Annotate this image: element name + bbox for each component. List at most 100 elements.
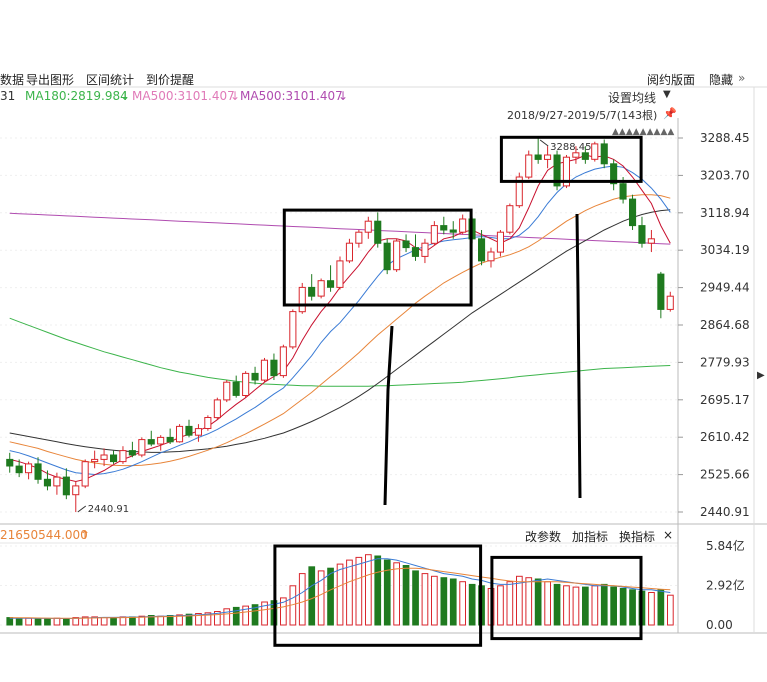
volume-bar: [91, 616, 99, 626]
volume-bar: [421, 573, 429, 626]
volume-bar: [232, 606, 240, 626]
toolbar-item-price-alert[interactable]: 到价提醒: [146, 73, 195, 87]
ma500-label: MA500:3101.407: [132, 89, 235, 103]
candle-body: [478, 238, 486, 262]
annotation-box: [273, 544, 483, 647]
volume-bar: [534, 578, 542, 626]
candle-body: [242, 372, 250, 396]
volume-bar: [431, 575, 438, 626]
volume-bar: [147, 615, 155, 626]
double-chevron-right-icon[interactable]: »: [738, 71, 746, 85]
price-tick-label: 2949.44: [700, 281, 750, 295]
price-tick-label: 3203.70: [700, 168, 750, 182]
arrow-down-icon: ↓: [338, 89, 349, 103]
set-ma-button[interactable]: 设置均线: [608, 91, 657, 105]
volume-bar: [176, 614, 183, 626]
price-tick-label: 3118.94: [700, 206, 750, 220]
candle-body: [562, 156, 571, 187]
candle-body: [308, 286, 316, 297]
candle-body: [43, 478, 52, 487]
volume-bar: [53, 617, 61, 626]
price-tick-label: 3034.19: [700, 243, 750, 257]
high-price-label: 3288.45: [550, 142, 591, 153]
volume-bar: [667, 594, 674, 626]
switch-indicator-button[interactable]: 换指标: [619, 530, 656, 544]
volume-bar: [544, 581, 551, 626]
candle-body: [440, 225, 448, 231]
chevron-down-icon[interactable]: ▼: [663, 89, 671, 100]
volume-bar: [459, 581, 466, 626]
price-tick-label: 2864.68: [700, 318, 750, 332]
volume-bar: [81, 616, 89, 626]
candle-body: [525, 154, 533, 178]
change-params-button[interactable]: 改参数: [525, 530, 562, 544]
candle-body: [317, 280, 325, 297]
volume-bar: [317, 570, 325, 626]
candle-body: [393, 240, 401, 271]
add-indicator-button[interactable]: 加指标: [572, 530, 609, 544]
candle-body: [647, 238, 655, 244]
volume-tick-label: 2.92亿: [706, 578, 745, 593]
candle-body: [72, 485, 80, 496]
candle-body: [515, 176, 523, 207]
volume-bar: [629, 589, 636, 626]
close-icon[interactable]: ×: [663, 528, 674, 542]
low-pointer: [77, 505, 87, 513]
volume-bar: [110, 617, 117, 626]
price-tick-label: 2525.66: [700, 468, 750, 482]
candle-body: [279, 346, 287, 377]
candle-body: [534, 154, 542, 160]
volume-bar: [468, 583, 476, 626]
candle-body: [289, 311, 297, 348]
arrow-down-icon: ↓: [230, 89, 241, 103]
volume-tick-label: 0.00: [706, 618, 733, 632]
toolbar-item-layout[interactable]: 阅约版面: [647, 73, 696, 87]
annotation-box: [499, 135, 643, 183]
candle-body: [572, 152, 580, 158]
candle-body: [383, 242, 391, 271]
candle-body: [298, 286, 306, 313]
candle-body: [34, 463, 42, 480]
volume-bar: [25, 617, 32, 626]
candle-body: [176, 425, 184, 443]
toolbar-item-export[interactable]: 导出图形: [26, 73, 75, 87]
candle-body: [138, 439, 146, 456]
candle-body: [81, 461, 89, 487]
volume-bar: [15, 617, 23, 626]
candle-body: [629, 198, 637, 227]
candle-body: [166, 436, 174, 443]
candle-body: [610, 163, 618, 185]
toolbar-item-interval-stats[interactable]: 区间统计: [86, 73, 135, 87]
volume-bar: [657, 589, 665, 626]
candle-body: [336, 260, 344, 288]
annotation-stroke: [383, 325, 394, 506]
candle-body: [364, 220, 372, 233]
volume-bar: [63, 618, 70, 626]
candle-body: [544, 154, 552, 160]
candle-body: [128, 450, 136, 456]
volume-bar: [355, 556, 363, 626]
candle-body: [62, 476, 70, 496]
candle-body: [25, 463, 33, 474]
price-tick-label: 2779.93: [700, 355, 750, 369]
volume-bar: [553, 583, 561, 626]
ma180-line: [9, 317, 671, 387]
volume-bar: [166, 615, 174, 626]
ma500-label-2: MA500:3101.407: [240, 89, 343, 103]
volume-bar: [383, 559, 391, 626]
volume-bar: [6, 617, 14, 626]
toolbar-item-data[interactable]: 数据: [0, 73, 25, 87]
volume-bar: [516, 575, 523, 626]
volume-bar: [72, 617, 80, 626]
toolbar-item-hide[interactable]: 隐藏: [709, 73, 734, 87]
candle-body: [459, 218, 467, 233]
candle-body: [223, 381, 231, 401]
pin-icon[interactable]: 📌: [663, 107, 677, 120]
candle-body: [110, 454, 118, 463]
candle-body: [374, 220, 382, 244]
volume-bar: [402, 565, 410, 626]
volume-bar: [440, 577, 448, 626]
candle-body: [232, 381, 240, 396]
